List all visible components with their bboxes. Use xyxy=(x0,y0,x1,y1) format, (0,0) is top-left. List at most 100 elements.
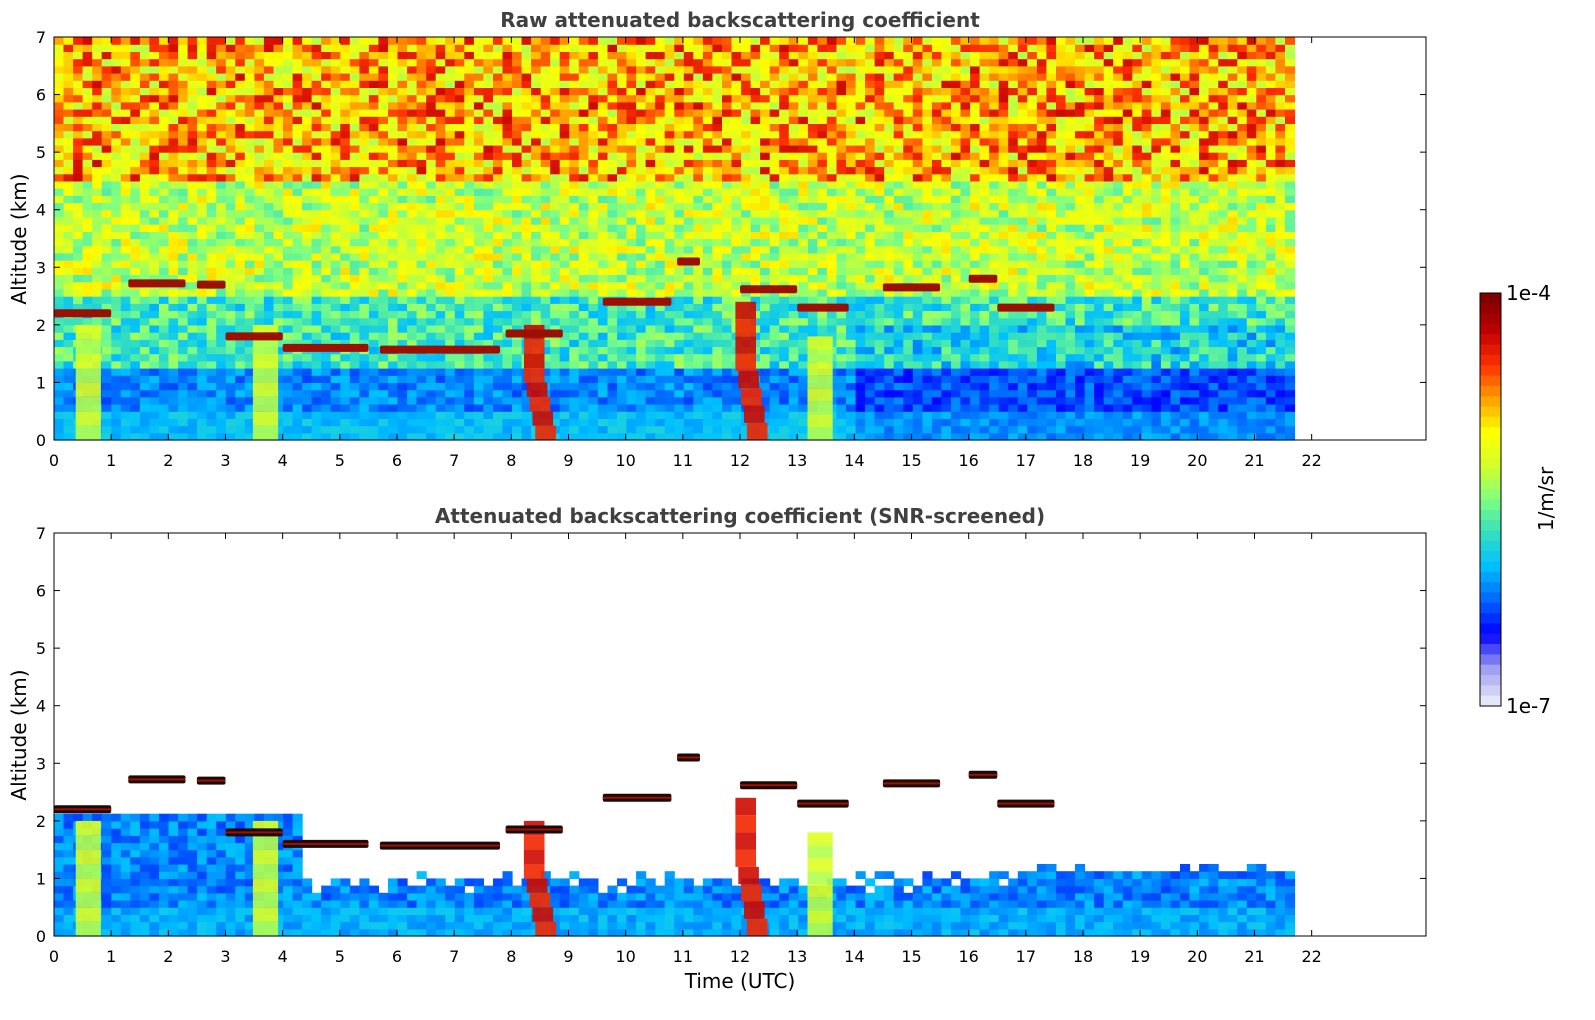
heat-cell xyxy=(473,425,484,434)
heat-cell xyxy=(597,80,608,88)
heat-cell xyxy=(559,44,570,52)
heat-cell xyxy=(588,94,599,103)
heat-cell xyxy=(807,116,818,124)
heat-cell xyxy=(368,173,379,182)
heat-cell xyxy=(273,274,284,283)
heat-cell xyxy=(626,58,637,67)
heat-cell xyxy=(101,130,112,139)
heat-cell xyxy=(512,252,523,261)
heat-cell xyxy=(683,166,694,175)
heat-cell xyxy=(483,144,494,153)
heat-cell xyxy=(798,195,809,204)
heat-cell xyxy=(244,144,255,153)
heat-cell xyxy=(493,382,504,391)
heat-cell xyxy=(302,44,313,52)
heat-cell xyxy=(473,152,484,160)
heat-cell xyxy=(321,87,332,96)
heat-cell xyxy=(340,396,351,405)
heat-cell xyxy=(235,130,246,139)
heat-cell xyxy=(741,51,752,60)
heat-cell xyxy=(311,159,322,168)
heat-cell xyxy=(855,173,866,182)
heat-cell xyxy=(664,281,675,290)
heat-cell xyxy=(578,101,589,110)
heat-cell xyxy=(502,303,513,312)
heat-cell xyxy=(82,317,93,326)
heat-cell xyxy=(130,389,141,398)
heat-cell xyxy=(216,109,227,117)
heat-cell xyxy=(73,209,84,218)
heat-cell xyxy=(216,166,227,175)
heat-cell xyxy=(349,303,360,312)
heat-cell xyxy=(292,188,303,196)
heat-cell xyxy=(368,404,379,412)
heat-cell xyxy=(92,94,103,103)
heat-cell xyxy=(807,123,818,132)
heat-cell xyxy=(483,73,494,81)
heat-cell xyxy=(512,130,523,139)
heat-cell xyxy=(788,252,799,261)
heat-cell xyxy=(206,188,217,196)
heat-cell xyxy=(321,360,332,369)
heat-cell xyxy=(340,274,351,283)
heat-cell xyxy=(73,44,84,52)
heat-cell xyxy=(349,389,360,398)
heat-cell xyxy=(139,296,150,304)
heat-cell xyxy=(292,324,303,333)
heat-cell xyxy=(349,317,360,326)
heat-cell xyxy=(788,382,799,391)
heat-cell xyxy=(273,224,284,232)
heat-cell xyxy=(54,195,65,204)
heat-cell xyxy=(435,109,446,117)
heat-cell xyxy=(617,368,628,376)
heat-cell xyxy=(149,288,160,297)
heat-cell xyxy=(111,245,122,254)
heat-cell xyxy=(397,101,408,110)
heat-cell xyxy=(130,87,141,96)
heat-cell xyxy=(139,339,150,348)
heat-cell xyxy=(779,109,790,117)
heat-cell xyxy=(168,101,179,110)
heat-cell xyxy=(187,116,198,124)
heat-cell xyxy=(569,418,580,427)
heat-cell xyxy=(149,389,160,398)
heat-cell xyxy=(311,37,322,45)
heat-cell xyxy=(397,389,408,398)
heat-cell xyxy=(63,274,74,283)
heat-cell xyxy=(750,152,761,160)
heat-cell xyxy=(674,396,685,405)
heat-cell xyxy=(197,360,208,369)
heat-cell xyxy=(846,130,857,139)
heat-cell xyxy=(683,324,694,333)
heat-cell xyxy=(607,281,618,290)
heat-cell xyxy=(502,109,513,117)
heat-cell xyxy=(159,130,170,139)
heat-cell xyxy=(130,58,141,67)
heat-cell xyxy=(722,116,733,124)
heat-cell xyxy=(502,58,513,67)
heat-cell xyxy=(569,109,580,117)
heat-cell xyxy=(92,87,103,96)
heat-cell xyxy=(168,274,179,283)
heat-cell xyxy=(655,173,666,182)
heat-cell xyxy=(273,58,284,67)
heat-cell xyxy=(445,339,456,348)
heat-cell xyxy=(263,303,274,312)
heat-cell xyxy=(130,404,141,412)
heat-cell xyxy=(817,281,828,290)
heat-cell xyxy=(73,73,84,81)
heat-cell xyxy=(206,288,217,297)
heat-cell xyxy=(836,368,847,376)
heat-cell xyxy=(836,425,847,434)
heat-cell xyxy=(636,209,647,218)
heat-cell xyxy=(149,51,160,60)
heat-cell xyxy=(559,252,570,261)
heat-cell xyxy=(712,296,723,304)
heat-cell xyxy=(788,396,799,405)
heat-cell xyxy=(254,152,265,160)
heat-cell xyxy=(493,310,504,319)
heat-cell xyxy=(63,166,74,175)
heat-cell xyxy=(664,425,675,434)
heat-cell xyxy=(626,324,637,333)
heat-cell xyxy=(302,324,313,333)
